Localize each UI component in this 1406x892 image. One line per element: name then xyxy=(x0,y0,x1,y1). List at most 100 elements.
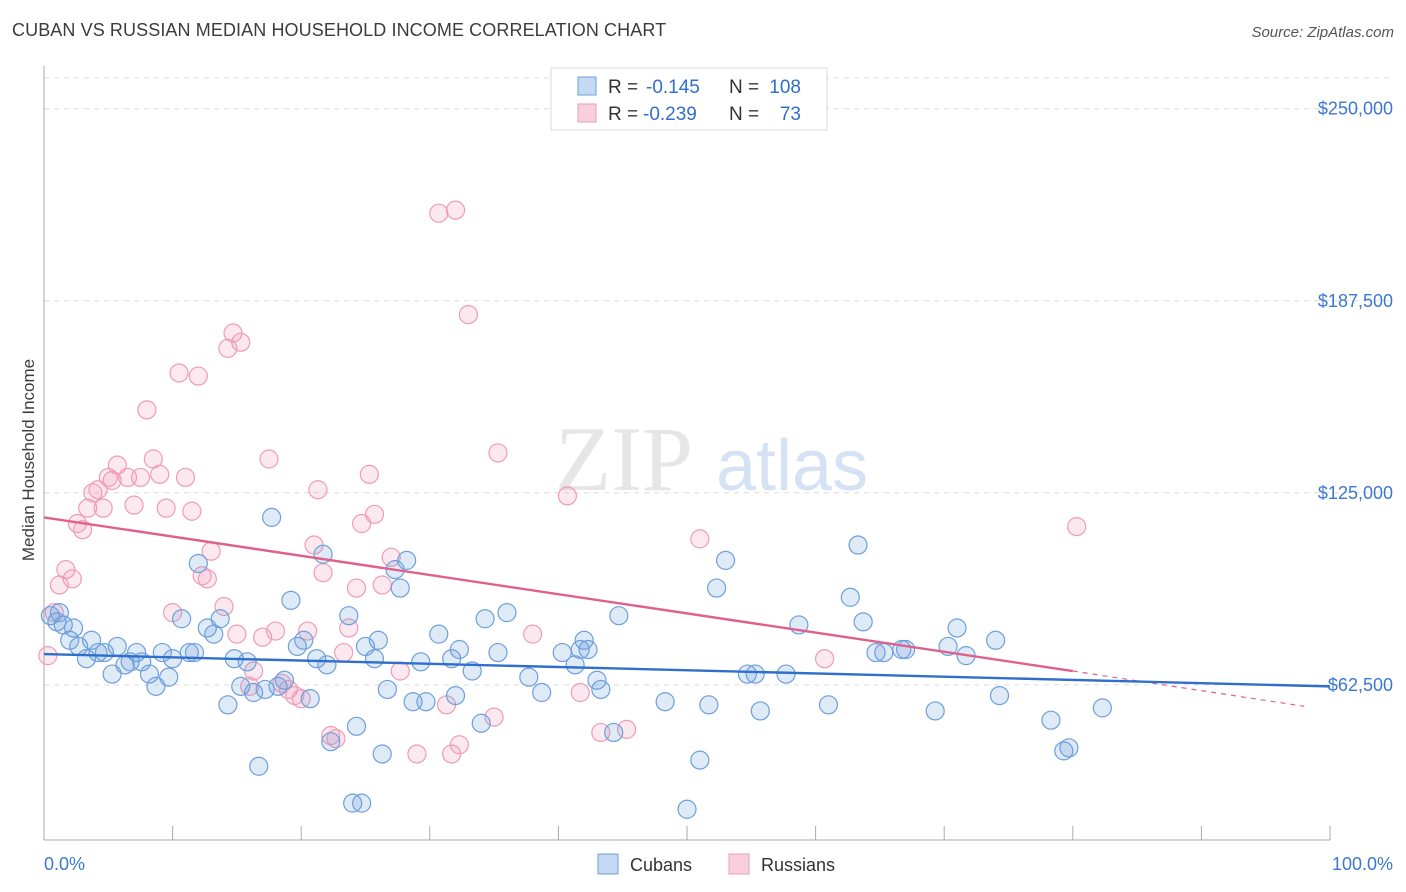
russians-point xyxy=(231,332,251,352)
cubans-point xyxy=(896,639,916,660)
cubans-point xyxy=(449,639,469,660)
russians-point xyxy=(557,486,578,506)
russians-point xyxy=(359,464,379,484)
cubans-point xyxy=(159,667,179,687)
cubans-point xyxy=(591,679,611,700)
cubans-point xyxy=(989,685,1010,706)
legend-n-value-russians: 73 xyxy=(780,104,801,125)
russians-point xyxy=(124,495,144,515)
watermark: ZIP atlas xyxy=(555,408,868,510)
legend-n-value-cubans: 108 xyxy=(769,77,801,98)
cubans-point xyxy=(81,630,102,650)
russians-point xyxy=(175,467,196,488)
russians-point xyxy=(83,483,103,503)
russians-point xyxy=(449,735,469,755)
cubans-point xyxy=(163,649,183,669)
cubans-point xyxy=(848,535,868,555)
cubans-point xyxy=(352,793,372,813)
cubans-point xyxy=(237,652,257,672)
cubans-point xyxy=(604,722,624,743)
cubans-point xyxy=(244,682,264,703)
russians-point xyxy=(321,725,341,746)
cubans-point xyxy=(947,618,967,638)
y-tick-label: $125,000 xyxy=(1318,483,1393,503)
cubans-point xyxy=(107,636,127,657)
cubans-point xyxy=(368,630,388,650)
cubans-point xyxy=(655,692,675,712)
legend-r-label-cubans: R = xyxy=(608,77,638,98)
russians-point xyxy=(197,569,217,589)
legend-n-label-russians: N = xyxy=(729,104,759,125)
cubans-point xyxy=(488,642,508,663)
russians-point xyxy=(334,642,354,663)
russians-point xyxy=(429,203,449,223)
y-tick-label: $250,000 xyxy=(1318,99,1393,119)
russians-point xyxy=(458,304,478,325)
russians-point xyxy=(192,566,212,586)
russians-point xyxy=(62,569,82,589)
y-axis-label: Median Household Income xyxy=(19,359,38,561)
russians-point xyxy=(137,400,157,420)
russians-point xyxy=(407,744,427,764)
cubans-point xyxy=(397,550,417,570)
cubans-point xyxy=(1092,698,1112,718)
y-tick-labels: $62,500 $125,000 $187,500 $250,000 xyxy=(1318,99,1393,695)
cubans-point xyxy=(840,587,860,607)
russians-point xyxy=(227,624,247,644)
cubans-point xyxy=(925,701,945,721)
cubans-point xyxy=(565,655,585,675)
cubans-point xyxy=(317,655,337,675)
cubans-point xyxy=(818,695,839,715)
cubans-point xyxy=(364,649,385,669)
chart-title: CUBAN VS RUSSIAN MEDIAN HOUSEHOLD INCOME… xyxy=(12,20,667,40)
cubans-point xyxy=(339,606,359,626)
cubans-point xyxy=(471,713,491,733)
cubans-point xyxy=(750,701,770,721)
x-tick-labels: 0.0% 100.0% xyxy=(44,854,1393,874)
cubans-point xyxy=(737,664,758,684)
cubans-point xyxy=(1041,710,1061,730)
legend-bottom-swatch-cubans xyxy=(597,853,619,875)
russians-point xyxy=(259,449,279,469)
cubans-point xyxy=(372,744,392,764)
cubans-point xyxy=(63,618,84,638)
cubans-point xyxy=(210,609,230,629)
cubans-point xyxy=(690,750,710,770)
russians-point xyxy=(93,498,113,518)
cubans-point xyxy=(1054,741,1074,761)
russians-point xyxy=(265,621,286,641)
legend-n-label-cubans: N = xyxy=(729,77,759,98)
cubans-point xyxy=(497,603,517,623)
cubans-point xyxy=(745,664,765,684)
cubans-point xyxy=(377,679,397,700)
cubans-point xyxy=(262,507,282,527)
russians-point xyxy=(88,480,108,500)
russians-point xyxy=(38,646,58,666)
russians-point xyxy=(390,661,410,681)
russians-point xyxy=(150,464,170,484)
russians-point xyxy=(523,624,543,644)
legend-swatch-russians xyxy=(577,103,597,123)
russians-point xyxy=(690,529,710,549)
y-tick-label: $187,500 xyxy=(1318,291,1393,311)
russians-point xyxy=(107,455,127,475)
legend-top: R = -0.145 N = 108 R = -0.239 N = 73 xyxy=(550,67,828,131)
cubans-point xyxy=(706,578,727,598)
cubans-point xyxy=(346,716,367,736)
russians-point xyxy=(308,480,328,500)
cubans-point xyxy=(609,606,629,626)
cubans-point xyxy=(677,799,697,819)
russians-point xyxy=(346,578,367,598)
cubans-point xyxy=(411,652,431,672)
cubans-trendline xyxy=(43,652,1331,688)
cubans-point xyxy=(429,624,449,644)
cubans-point xyxy=(874,642,894,663)
russians-point xyxy=(1067,516,1087,537)
cubans-point xyxy=(416,692,436,712)
russians-point xyxy=(169,363,189,383)
russians-point xyxy=(364,504,385,524)
russians-point xyxy=(188,366,208,386)
cubans-point xyxy=(281,590,301,610)
cubans-point xyxy=(321,732,341,752)
russians-point xyxy=(381,547,401,567)
